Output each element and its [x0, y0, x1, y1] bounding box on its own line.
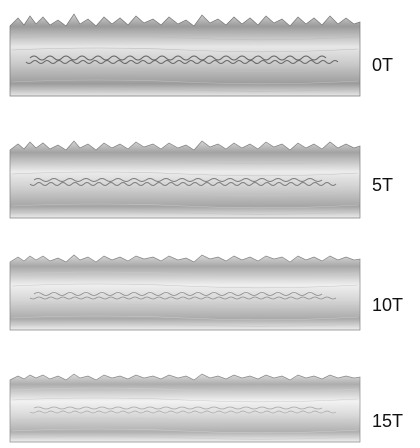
surface-plot-10t: [9, 254, 361, 331]
surface-plot-0t: [9, 13, 361, 97]
surface-mesh: [9, 373, 361, 443]
texture-band: [29, 292, 337, 300]
surface-mesh: [9, 13, 361, 97]
field-label-15t: 15T: [372, 411, 404, 431]
contour-lines: [11, 159, 359, 215]
field-label-5t: 5T: [372, 175, 394, 195]
surface-plot-15t: [9, 373, 361, 443]
panel-15t: 15T: [0, 346, 420, 448]
texture-band: [29, 178, 337, 186]
surface-mesh: [9, 254, 361, 331]
contour-lines: [11, 271, 359, 327]
field-label-0t: 0T: [372, 55, 394, 75]
contour-lines: [11, 35, 359, 92]
panel-10t: 10T: [0, 234, 420, 344]
field-label-10t: 10T: [372, 295, 404, 315]
surface-plot-5t: [9, 140, 361, 219]
texture-band: [25, 55, 339, 64]
panel-0t: 0T: [0, 0, 420, 110]
texture-band: [29, 406, 337, 414]
contour-lines: [11, 387, 359, 440]
panel-5t: 5T: [0, 122, 420, 232]
